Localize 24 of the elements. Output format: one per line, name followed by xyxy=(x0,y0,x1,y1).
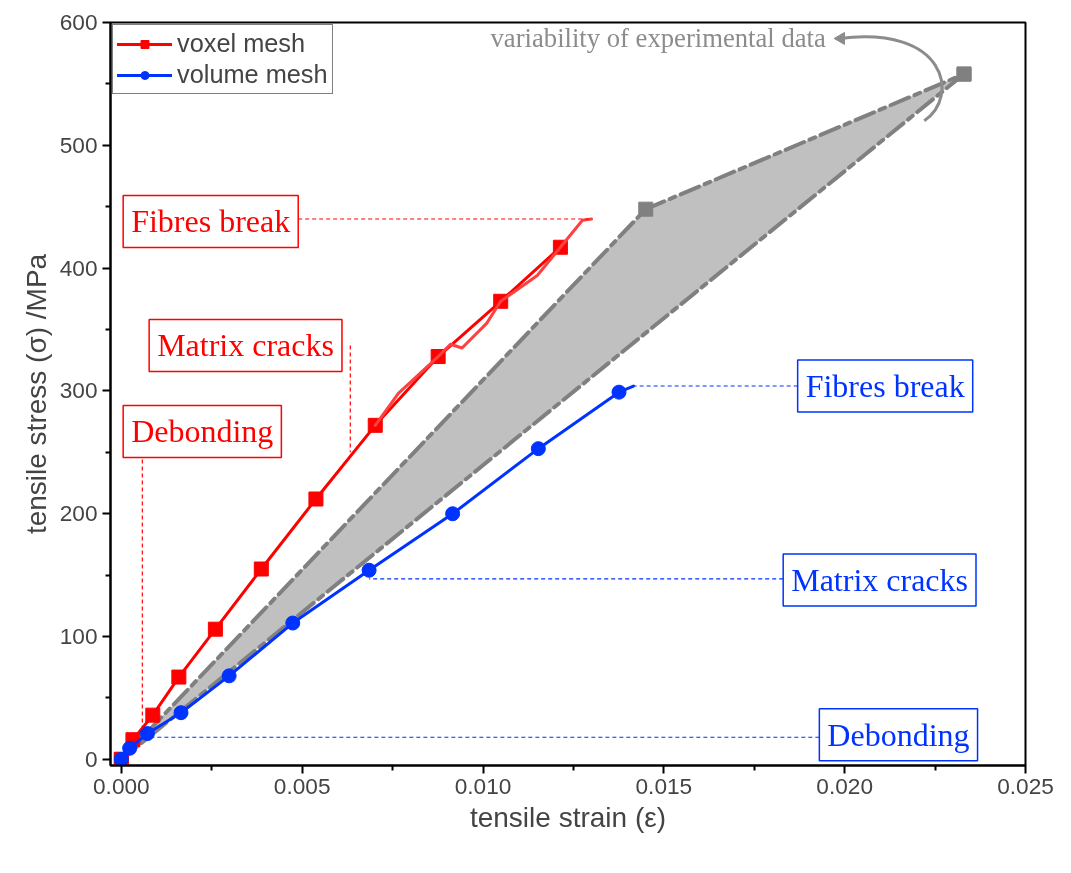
y-tick-label: 600 xyxy=(59,9,98,35)
x-tick-label: 0.000 xyxy=(93,772,150,799)
annotation: Fibres break xyxy=(131,203,291,240)
annotation: Debonding xyxy=(827,716,970,753)
annotation: Debonding xyxy=(131,413,274,450)
y-tick-label: 500 xyxy=(59,131,98,158)
x-tick-label: 0.020 xyxy=(816,772,874,799)
y-tick-label: 100 xyxy=(59,623,98,650)
annotation: variability of experimental data xyxy=(490,23,826,54)
y-tick-label: 400 xyxy=(59,254,98,281)
x-tick-label: 0.025 xyxy=(997,772,1054,799)
annotation: Matrix cracks xyxy=(791,562,968,599)
x-axis-title: tensile strain (ε) xyxy=(469,801,667,833)
x-tick-label: 0.005 xyxy=(273,772,331,799)
annotation: Fibres break xyxy=(805,368,965,405)
x-tick-label: 0.010 xyxy=(454,772,512,799)
annotation: Matrix cracks xyxy=(157,327,334,364)
y-tick-label: 200 xyxy=(59,500,98,527)
y-tick-label: 0 xyxy=(84,745,98,772)
y-axis-title: tensile stress (σ) /MPa xyxy=(20,253,52,535)
y-tick-label: 300 xyxy=(59,377,98,404)
legend-label: volume mesh xyxy=(177,60,328,89)
legend-label: voxel mesh xyxy=(177,29,306,58)
x-tick-label: 0.015 xyxy=(635,772,693,799)
